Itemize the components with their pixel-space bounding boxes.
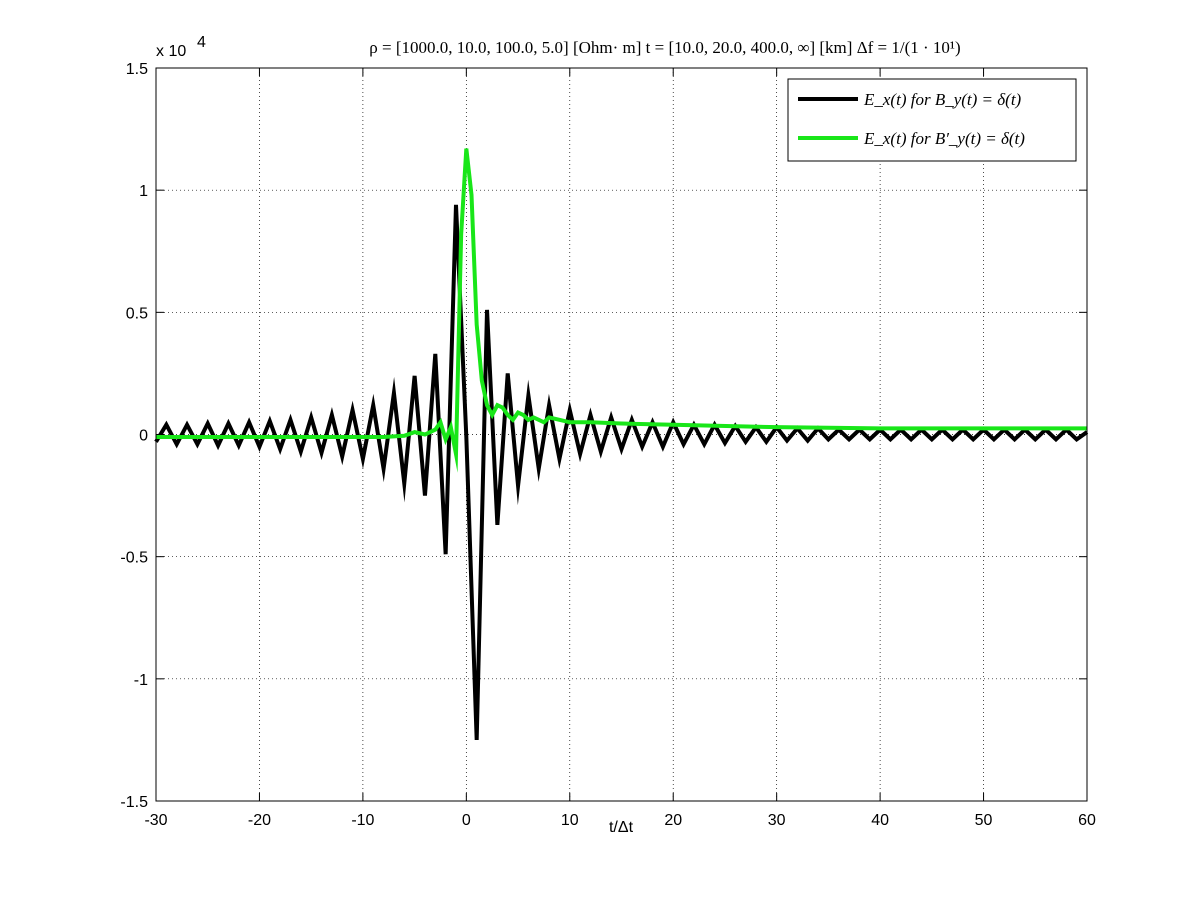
x-tick-label: -10 [351, 812, 374, 829]
legend-entry-2: E_x(t) for B′_y(t) = δ(t) [863, 129, 1025, 148]
x-tick-label: 40 [871, 812, 889, 829]
series-line-1 [154, 204, 1089, 740]
y-multiplier-label: x 10 [156, 43, 186, 60]
y-tick-label: -1.5 [120, 794, 148, 811]
legend: E_x(t) for B_y(t) = δ(t) E_x(t) for B′_y… [787, 78, 1077, 162]
chart-title: ρ = [1000.0, 10.0, 100.0, 5.0] [Ohm· m] … [369, 38, 960, 57]
x-tick-label: -20 [248, 812, 271, 829]
y-tick-label: 0 [139, 428, 148, 445]
x-tick-label: 0 [462, 812, 471, 829]
y-multiplier-exponent: 4 [197, 34, 206, 51]
y-tick-label: 0.5 [126, 305, 148, 322]
series-line-2 [156, 148, 1087, 473]
x-tick-label: -30 [144, 812, 167, 829]
y-tick-label: -0.5 [120, 550, 148, 567]
x-tick-label: 50 [975, 812, 993, 829]
axis-ticks: -30 -20 -10 0 10 20 30 40 50 60 -1.5 -1 -0.5 0 0.5 1 1.5 [120, 61, 1096, 829]
legend-entry-1: E_x(t) for B_y(t) = δ(t) [863, 90, 1022, 109]
x-axis-label: t/Δt [609, 819, 634, 836]
x-tick-label: 30 [768, 812, 786, 829]
y-tick-label: 1.5 [126, 61, 148, 78]
x-tick-label: 20 [664, 812, 682, 829]
x-tick-label: 10 [561, 812, 579, 829]
y-tick-label: 1 [139, 183, 148, 200]
x-tick-label: 60 [1078, 812, 1096, 829]
legend-box [787, 78, 1077, 162]
plot-lines [154, 148, 1089, 740]
y-tick-label: -1 [134, 672, 148, 689]
